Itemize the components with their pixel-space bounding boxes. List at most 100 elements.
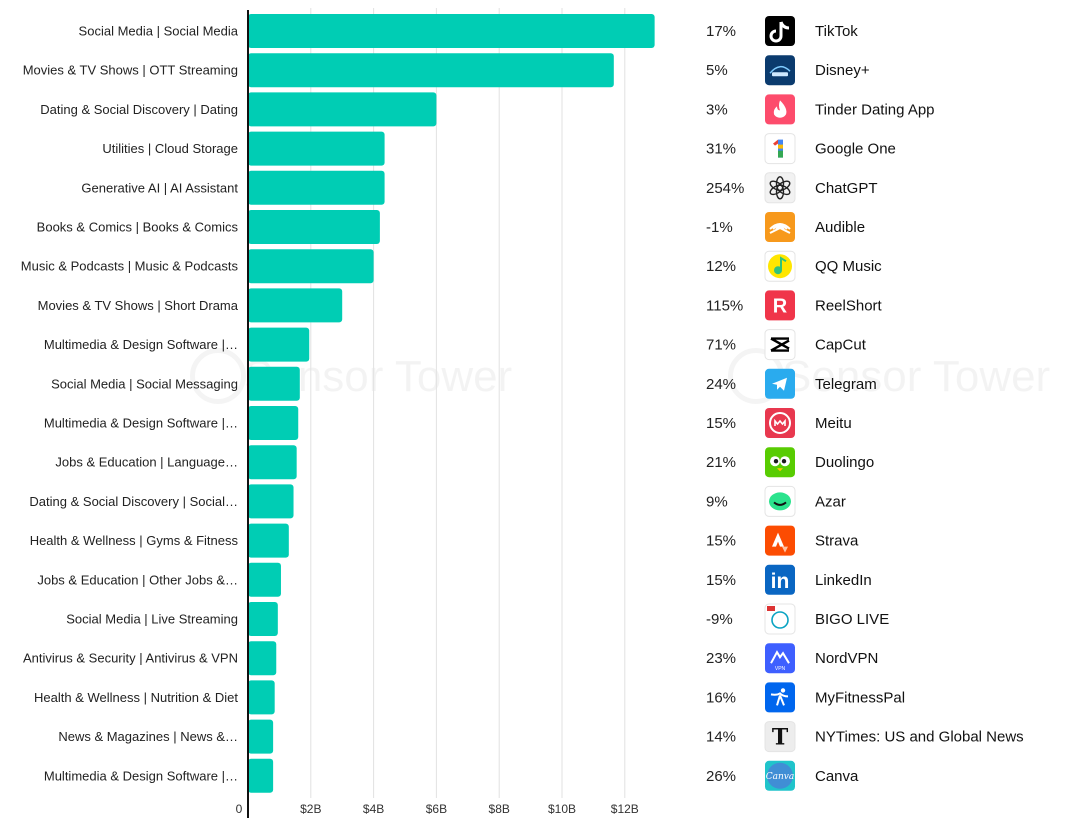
app-name[interactable]: MyFitnessPal [815,689,905,706]
nordvpn-icon: VPN [765,643,795,674]
app-name[interactable]: Disney+ [815,62,870,79]
app-name[interactable]: NYTimes: US and Global News [815,729,1024,746]
app-name[interactable]: QQ Music [815,258,882,275]
google-one-icon [764,133,796,165]
growth-value: 115% [706,297,743,314]
growth-value: 21% [706,454,736,471]
app-name[interactable]: Canva [815,768,859,785]
category-label: Social Media | Live Streaming [66,612,238,627]
category-label: Social Media | Social Media [79,24,239,39]
app-name[interactable]: Audible [815,219,865,236]
bar[interactable] [248,327,310,362]
svg-text:in: in [771,570,790,593]
category-label: Jobs & Education | Language… [55,455,238,470]
bar[interactable] [248,602,278,636]
nytimes-icon: T [764,721,796,753]
app-name[interactable]: Google One [815,141,896,158]
app-name[interactable]: Duolingo [815,454,874,471]
bar[interactable] [248,523,289,558]
category-label: Utilities | Cloud Storage [102,141,238,156]
bar[interactable] [248,562,281,597]
tiktok-icon [765,16,795,46]
bar[interactable] [248,445,297,480]
azar-icon [764,485,796,517]
bar[interactable] [248,92,437,127]
category-label: News & Magazines | News &… [58,729,238,744]
growth-value: 17% [706,23,736,40]
growth-value: 26% [706,768,736,785]
app-name[interactable]: NordVPN [815,650,878,667]
meitu-icon [765,408,795,438]
growth-value: 15% [706,533,736,550]
category-label: Dating & Social Discovery | Social… [29,494,238,509]
category-label: Movies & TV Shows | Short Drama [38,298,239,313]
growth-value: 14% [706,729,736,746]
app-name[interactable]: ChatGPT [815,180,878,197]
category-label: Social Media | Social Messaging [51,376,238,391]
canva-icon: Canva [765,760,795,791]
x-axis-ticks: 0 $2B $4B $6B $8B $10B $12B [236,802,639,816]
bar[interactable] [248,680,275,715]
reelshort-icon: R [765,290,795,321]
app-name[interactable]: ReelShort [815,297,883,314]
app-name[interactable]: BIGO LIVE [815,611,889,628]
bar[interactable] [248,484,294,519]
strava-icon [765,525,795,556]
category-label: Health & Wellness | Gyms & Fitness [30,533,239,548]
bar[interactable] [248,288,343,323]
app-icons: Rin VPN T Canva [764,16,796,791]
bar[interactable] [248,758,274,793]
category-label: Multimedia & Design Software |… [44,337,238,352]
growth-value: 9% [706,493,728,510]
telegram-icon [765,368,795,399]
app-name[interactable]: Strava [815,533,859,550]
bar[interactable] [248,210,380,244]
category-label: Movies & TV Shows | OTT Streaming [23,63,238,78]
app-name[interactable]: LinkedIn [815,572,872,589]
app-name[interactable]: Tinder Dating App [815,101,935,118]
bars-group [248,14,655,793]
growth-value: 16% [706,689,736,706]
myfitnesspal-icon [765,682,795,713]
qq-music-icon [764,250,796,282]
category-label: Antivirus & Security | Antivirus & VPN [23,651,238,666]
chatgpt-icon [764,172,796,204]
growth-value: 23% [706,650,736,667]
svg-text:R: R [773,295,788,317]
bar[interactable] [248,170,385,205]
growth-value: -1% [706,219,733,236]
bar[interactable] [248,641,277,676]
bar[interactable] [248,53,614,88]
svg-text:VPN: VPN [775,666,786,672]
linkedin-icon: in [765,564,795,595]
category-label: Generative AI | AI Assistant [81,180,238,195]
app-name[interactable]: TikTok [815,23,858,40]
category-label: Dating & Social Discovery | Dating [40,102,238,117]
x-tick-label: $2B [300,802,321,816]
app-name[interactable]: Telegram [815,376,877,393]
bar[interactable] [248,366,300,401]
x-tick-label: 0 [236,802,243,816]
svg-text:T: T [772,725,789,751]
growth-column: 17% 5% 3% 31% 254% -1% 12% 115% 71% 24% 15% 21% 9% 15… [706,23,744,785]
bar[interactable] [248,406,299,440]
x-tick-label: $8B [489,802,510,816]
category-label: Books & Comics | Books & Comics [37,220,239,235]
category-label: Jobs & Education | Other Jobs &… [37,572,238,587]
app-name[interactable]: Meitu [815,415,852,432]
x-tick-label: $10B [548,802,576,816]
bar[interactable] [248,14,655,48]
app-name[interactable]: Azar [815,493,846,510]
bar[interactable] [248,249,374,284]
capcut-icon [764,329,796,361]
app-names: TikTok Disney+ Tinder Dating App Google One… [815,23,1024,785]
tinder-icon [765,94,795,125]
bar[interactable] [248,719,274,754]
category-label: Health & Wellness | Nutrition & Diet [34,690,238,705]
growth-value: 71% [706,337,736,354]
app-name[interactable]: CapCut [815,337,867,354]
grid-lines [310,8,626,798]
growth-value: -9% [706,611,733,628]
bar[interactable] [248,131,385,166]
